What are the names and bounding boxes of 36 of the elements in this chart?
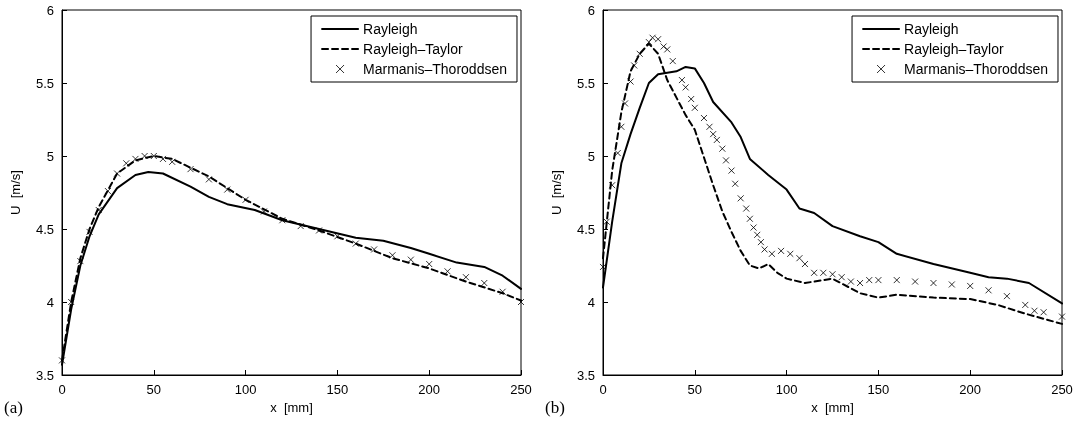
x-tick-label: 0: [58, 382, 66, 397]
y-axis-title: U [m/s]: [549, 170, 564, 215]
y-tick-label: 6: [587, 2, 595, 18]
text: (b): [545, 398, 565, 417]
x-axis-title: x [mm]: [811, 400, 854, 415]
x-tick-label: 150: [867, 382, 890, 397]
y-tick-label: 4: [46, 294, 54, 310]
y-tick-label: 3.5: [576, 367, 595, 383]
y-tick-label: 5: [587, 148, 595, 164]
legend-label: Rayleigh: [363, 21, 418, 37]
text: (a): [4, 398, 23, 417]
y-tick-label: 5.5: [576, 75, 595, 91]
legend-label: Rayleigh: [904, 21, 959, 37]
legend-label: Rayleigh–Taylor: [904, 41, 1004, 57]
x-tick-label: 50: [687, 382, 703, 397]
y-tick-label: 4: [587, 294, 595, 310]
x-tick-label: 100: [775, 382, 798, 397]
x-tick-label: 150: [326, 382, 349, 397]
y-tick-label: 5.5: [35, 75, 54, 91]
x-axis-title: x [mm]: [270, 400, 313, 415]
y-axis-title: U [m/s]: [8, 170, 23, 215]
y-tick-label: 6: [46, 2, 54, 18]
y-tick-label: 5: [46, 148, 54, 164]
x-tick-label: 200: [418, 382, 441, 397]
x-tick-label: 250: [1051, 382, 1073, 397]
legend-label: Marmanis–Thoroddsen: [904, 61, 1049, 77]
y-tick-label: 4.5: [576, 221, 595, 237]
y-tick-label: 4.5: [35, 221, 54, 237]
legend-label: Rayleigh–Taylor: [363, 41, 463, 57]
x-tick-label: 0: [599, 382, 607, 397]
x-tick-label: 200: [959, 382, 982, 397]
legend-label: Marmanis–Thoroddsen: [363, 61, 508, 77]
x-tick-label: 250: [510, 382, 532, 397]
x-tick-label: 50: [146, 382, 162, 397]
y-tick-label: 3.5: [35, 367, 54, 383]
x-tick-label: 100: [234, 382, 257, 397]
